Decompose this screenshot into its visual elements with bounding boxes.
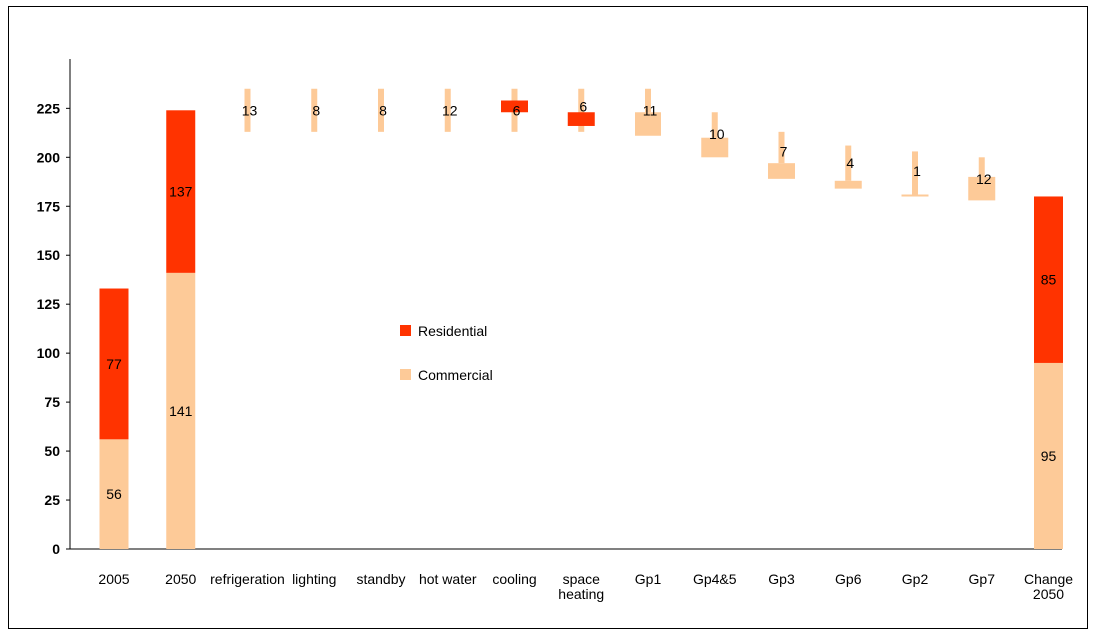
bar-segment-commercial	[166, 272, 196, 549]
x-tick-label: Gp7	[969, 571, 996, 587]
bar-group: 141 137 2050	[165, 110, 197, 587]
bar-segment-commercial	[845, 145, 852, 181]
data-label: 77	[106, 356, 122, 372]
bar-group: 13 refrigeration	[210, 88, 285, 587]
data-label: 8	[379, 102, 387, 118]
bar-segment-commercial	[378, 88, 384, 132]
bar-segment-commercial	[635, 112, 661, 136]
x-tick-label: 2050	[1033, 586, 1064, 602]
bar-group: 12 Gp7	[968, 157, 996, 587]
y-tick-label: 25	[44, 492, 60, 508]
x-tick-label: standby	[356, 571, 405, 587]
y-tick-label: 150	[37, 247, 61, 263]
bar-group: 12 hot water	[419, 88, 477, 587]
y-tick-label: 175	[37, 198, 61, 214]
bar-group: 56 77 2005	[98, 288, 130, 587]
legend-swatch-residential	[400, 325, 411, 336]
bars: 56 77 2005 141 137 2050 13 refrigeration 8 lighti…	[98, 88, 1073, 602]
bar-group: 8 lighting	[292, 88, 336, 587]
bar-group: 6 cooling	[492, 88, 537, 587]
y-tick-label: 200	[37, 149, 61, 165]
bar-group: 4 Gp6	[834, 145, 862, 587]
bar-segment-commercial	[1034, 362, 1063, 549]
bar-segment-commercial	[99, 439, 129, 549]
data-label: 13	[242, 102, 258, 118]
bar-segment-residential	[166, 110, 196, 273]
x-tick-label: refrigeration	[210, 571, 285, 587]
y-tick-label: 0	[52, 541, 60, 557]
bar-segment-residential	[99, 288, 129, 440]
bar-segment-commercial	[645, 88, 651, 113]
x-tick-label: space	[563, 571, 601, 587]
bar-group: 8 standby	[356, 88, 406, 587]
data-label: 12	[976, 171, 992, 187]
y-tick-label: 100	[37, 345, 61, 361]
x-tick-label: Gp2	[902, 571, 929, 587]
bar-group: 10 Gp4&5	[693, 112, 737, 587]
data-label: 10	[709, 126, 725, 142]
bar-segment-commercial	[978, 157, 985, 177]
bar-segment-commercial	[768, 163, 795, 179]
legend: Residential Commercial	[400, 323, 493, 383]
data-label: 7	[780, 143, 788, 159]
data-label: 1	[913, 163, 921, 179]
data-label: 4	[846, 155, 854, 171]
bar-segment-commercial	[311, 88, 318, 132]
data-label: 137	[169, 184, 193, 200]
data-label: 6	[513, 102, 521, 118]
x-tick-label: Gp3	[768, 571, 795, 587]
bar-group: 11 Gp1	[635, 88, 662, 587]
bar-segment-residential	[567, 112, 595, 126]
x-tick-label: Gp4&5	[693, 571, 737, 587]
y-tick-label: 75	[44, 394, 60, 410]
legend-label-residential: Residential	[418, 323, 487, 339]
legend-label-commercial: Commercial	[418, 367, 493, 383]
data-label: 95	[1041, 448, 1057, 464]
bar-segment-commercial	[912, 151, 918, 195]
x-tick-label: hot water	[419, 571, 477, 587]
x-tick-label: Gp1	[635, 571, 662, 587]
x-tick-label: Gp6	[835, 571, 862, 587]
legend-swatch-commercial	[400, 369, 411, 380]
bar-segment-commercial	[901, 194, 929, 197]
x-tick-label: 2050	[165, 571, 196, 587]
bar-segment-commercial	[701, 137, 729, 158]
bar-segment-commercial	[444, 88, 451, 132]
bar-segment-residential	[501, 100, 528, 113]
bar-segment-commercial	[711, 112, 718, 138]
data-label: 11	[643, 102, 658, 118]
x-tick-label: heating	[558, 586, 604, 602]
bar-segment-commercial	[578, 88, 585, 132]
data-label: 6	[579, 98, 587, 114]
y-axis-ticks: 0 25 50 75 100 125 150 175 200 225	[37, 100, 70, 557]
bar-segment-commercial	[244, 88, 251, 132]
bar-group: 1 Gp2	[901, 151, 929, 587]
x-tick-label: Change	[1024, 571, 1073, 587]
bar-segment-commercial	[968, 176, 996, 201]
y-tick-label: 50	[44, 443, 60, 459]
data-label: 12	[442, 102, 458, 118]
y-tick-label: 225	[37, 100, 61, 116]
y-tick-label: 125	[37, 296, 61, 312]
bar-segment-commercial	[834, 180, 862, 189]
x-tick-label: lighting	[292, 571, 336, 587]
x-tick-label: cooling	[492, 571, 536, 587]
data-label: 141	[169, 403, 193, 419]
data-label: 8	[312, 102, 320, 118]
bar-group: 7 Gp3	[768, 131, 795, 587]
data-label: 56	[106, 486, 122, 502]
bar-segment-residential	[1034, 196, 1063, 363]
x-tick-label: 2005	[98, 571, 129, 587]
bar-segment-commercial	[778, 131, 785, 164]
data-label: 85	[1041, 272, 1057, 288]
